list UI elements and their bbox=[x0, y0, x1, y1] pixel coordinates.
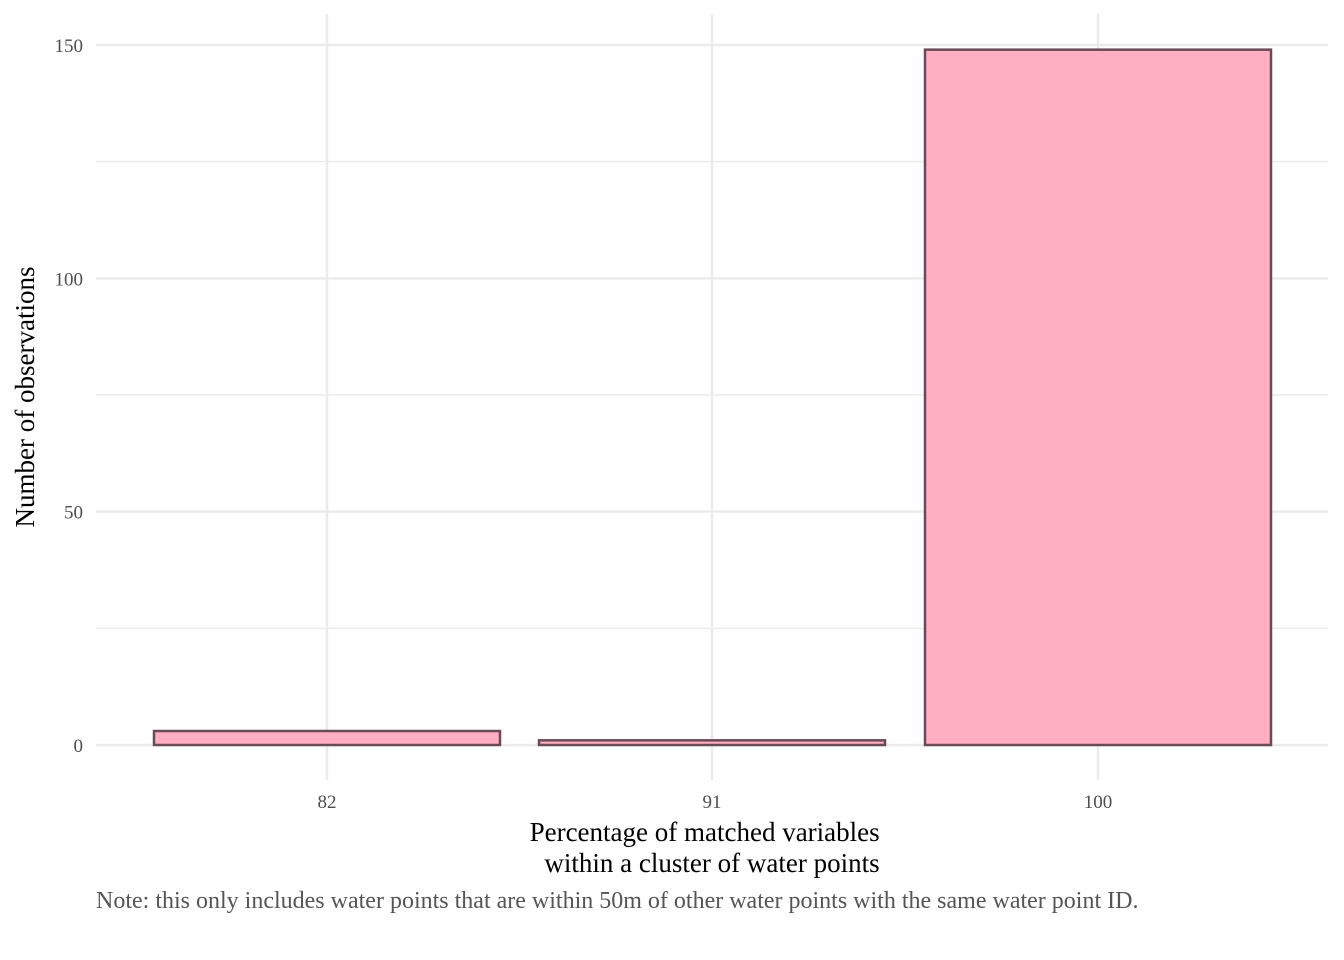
x-tick-label: 100 bbox=[1084, 792, 1113, 813]
bar-82 bbox=[152, 729, 502, 747]
bar-100 bbox=[923, 48, 1273, 747]
x-tick-label: 91 bbox=[703, 792, 722, 813]
y-tick-label: 50 bbox=[64, 503, 83, 524]
y-axis-title: Number of observations bbox=[10, 267, 40, 528]
x-tick-labels: 82 91 100 bbox=[318, 792, 1113, 813]
y-tick-label: 0 bbox=[74, 736, 84, 757]
y-tick-label: 150 bbox=[55, 36, 84, 57]
x-axis-title-line-1: Percentage of matched variables bbox=[530, 817, 880, 847]
y-tick-label: 100 bbox=[55, 269, 84, 290]
y-tick-labels: 0 50 100 150 bbox=[55, 36, 84, 757]
x-axis-title: Percentage of matched variables within a… bbox=[530, 817, 887, 878]
bar-91 bbox=[537, 739, 887, 747]
x-tick-label: 82 bbox=[318, 792, 337, 813]
bars bbox=[152, 48, 1273, 747]
x-axis-title-line-2: within a cluster of water points bbox=[544, 848, 879, 878]
caption-note: Note: this only includes water points th… bbox=[96, 888, 1139, 914]
